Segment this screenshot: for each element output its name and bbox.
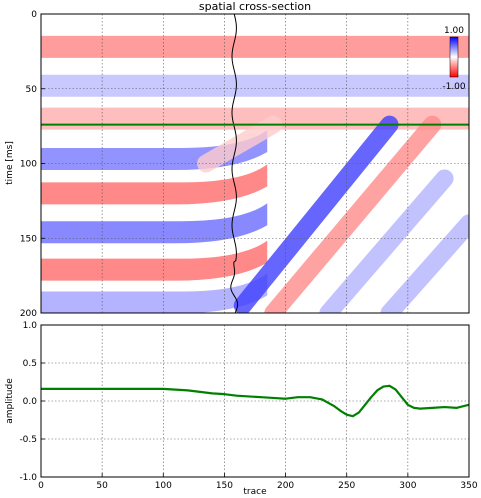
heatmap-band-6: [41, 240, 268, 281]
amplitude-x-tick-label: 300: [399, 481, 416, 491]
amplitude-point: [321, 398, 324, 401]
amplitude-x-ticks: 0 50 100 150 200 250 300 350: [38, 473, 478, 491]
amplitude-point: [272, 397, 275, 399]
amplitude-point: [211, 392, 214, 395]
heatmap-title: spatial cross-section: [199, 0, 311, 13]
amplitude-point: [394, 388, 397, 391]
heatmap-wavefront-4: [197, 115, 283, 173]
colorbar: 1.00 -1.00: [442, 26, 466, 92]
heatmap-wavefront-1: [264, 115, 442, 313]
amplitude-point: [400, 396, 403, 399]
amplitude-y-tick-label: 0.0: [23, 397, 38, 407]
amplitude-point: [345, 413, 348, 416]
amplitude-y-tick-label: 0.5: [23, 359, 37, 369]
amplitude-point: [333, 405, 336, 408]
amplitude-y-ticks: 1.0 0.5 0.0 -0.5 -1.0: [19, 321, 45, 483]
amplitude-point: [235, 394, 238, 397]
amplitude-point: [247, 395, 250, 398]
amplitude-series-line-0: [41, 384, 469, 418]
heatmap-band-1: [41, 74, 469, 97]
heatmap-band-0: [41, 35, 469, 58]
colorbar-min-label: -1.00: [442, 82, 466, 92]
amplitude-panel: 0 50 100 150 200 250 300 350 1.00.50.0-0.5-1.0 …: [5, 321, 478, 497]
amplitude-point: [370, 396, 373, 399]
heatmap-panel: 0 50 100 150 200 spatial cross-section time …: [5, 0, 470, 319]
heatmap-band-5: [41, 203, 268, 244]
amplitude-point: [199, 390, 201, 393]
amplitude-x-label: trace: [243, 487, 267, 497]
amplitude-grid: [41, 325, 469, 477]
amplitude-point: [64, 387, 67, 390]
heatmap-y-ticks: 0 50 100 150 200: [20, 10, 45, 319]
amplitude-point: [382, 385, 385, 388]
amplitude-point: [260, 396, 263, 399]
amplitude-point: [174, 388, 177, 391]
heatmap-wavefront-3: [380, 214, 469, 313]
heatmap-y-tick-label: 150: [20, 234, 37, 244]
amplitude-point: [443, 406, 446, 408]
amplitude-point: [406, 403, 409, 406]
amplitude-point: [339, 409, 342, 412]
amplitude-y-tick-label: -1.0: [19, 473, 37, 483]
heatmap-grid: [41, 14, 469, 313]
amplitude-x-tick-label: 100: [155, 481, 172, 491]
heatmap-y-tick-label: 0: [31, 10, 37, 20]
amplitude-point: [223, 393, 226, 396]
heatmap-wavefront-2: [319, 169, 454, 313]
amplitude-x-tick-label: 150: [216, 481, 233, 491]
amplitude-x-tick-label: 200: [277, 481, 294, 491]
amplitude-point: [351, 415, 354, 418]
amplitude-point: [413, 406, 415, 409]
amplitude-point: [113, 387, 116, 390]
amplitude-point: [358, 411, 360, 414]
heatmap-bands: [41, 35, 469, 313]
amplitude-point: [376, 389, 379, 392]
amplitude-point: [419, 407, 421, 410]
amplitude-point: [162, 387, 165, 390]
heatmap-band-4: [41, 164, 268, 205]
trace-overlay-line: [230, 14, 239, 313]
amplitude-x-tick-label: 350: [460, 481, 477, 491]
amplitude-point: [455, 406, 458, 409]
amplitude-series: [41, 384, 469, 418]
amplitude-x-tick-label: 0: [38, 481, 44, 491]
heatmap-y-tick-label: 200: [20, 309, 37, 319]
amplitude-point: [388, 384, 391, 387]
trace-overlay: [230, 14, 239, 313]
heatmap-y-tick-label: 100: [20, 160, 37, 170]
amplitude-point: [296, 396, 299, 399]
amplitude-point: [284, 397, 287, 400]
amplitude-x-tick-label: 250: [338, 481, 355, 491]
heatmap-y-tick-label: 50: [26, 85, 38, 95]
heatmap-y-label: time [ms]: [5, 141, 15, 185]
amplitude-x-tick-label: 50: [96, 481, 108, 491]
amplitude-y-tick-label: -0.5: [19, 435, 37, 445]
amplitude-point: [89, 387, 91, 390]
amplitude-point: [431, 406, 434, 409]
heatmap-wavefront-0: [233, 115, 399, 313]
heatmap-band-7: [41, 273, 268, 313]
colorbar-gradient: [449, 36, 459, 78]
amplitude-y-label: amplitude: [5, 378, 15, 424]
colorbar-max-label: 1.00: [444, 26, 464, 36]
amplitude-y-tick-label: 1.0: [23, 321, 38, 331]
amplitude-point: [364, 403, 366, 406]
amplitude-point: [309, 396, 311, 399]
amplitude-point: [186, 389, 189, 392]
amplitude-point: [137, 387, 140, 390]
